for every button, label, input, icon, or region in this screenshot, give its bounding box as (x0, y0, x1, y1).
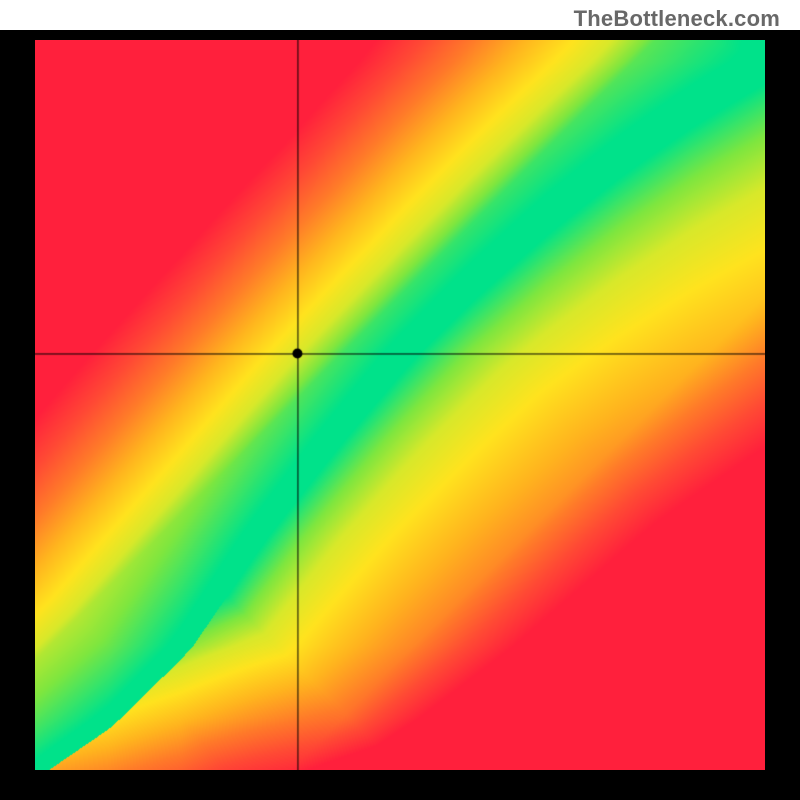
watermark-text: TheBottleneck.com (574, 6, 780, 32)
chart-outer-frame (0, 30, 800, 800)
heatmap-plot (35, 40, 765, 770)
chart-container: TheBottleneck.com (0, 0, 800, 800)
heatmap-canvas (35, 40, 765, 770)
